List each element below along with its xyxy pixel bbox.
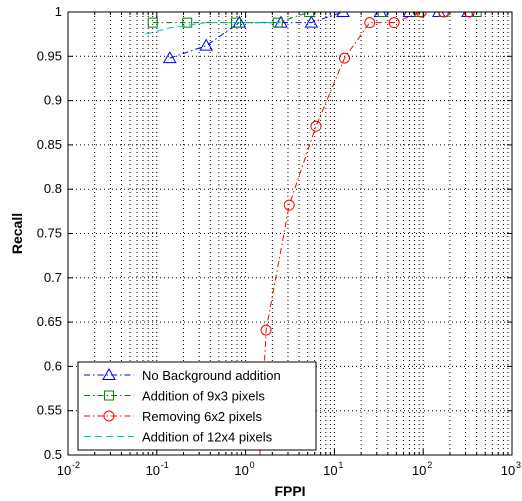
square-marker bbox=[231, 17, 242, 28]
square-marker bbox=[272, 17, 283, 28]
circle-marker bbox=[388, 17, 400, 29]
triangle-marker bbox=[199, 38, 214, 51]
circle-marker bbox=[339, 52, 351, 64]
x-tick-exponent: 2 bbox=[427, 460, 432, 470]
label-layer: FPPI Recall bbox=[9, 213, 306, 499]
x-tick-exponent: 3 bbox=[516, 460, 521, 470]
triangle-marker bbox=[402, 12, 417, 17]
series-4 bbox=[145, 22, 281, 35]
x-tick-exponent: 1 bbox=[338, 460, 343, 470]
y-tick-label: 0.8 bbox=[44, 181, 62, 196]
x-tick-label: 10 bbox=[501, 463, 515, 478]
x-tick-label: 10 bbox=[146, 463, 160, 478]
legend-label: Addition of 9x3 pixels bbox=[142, 389, 265, 404]
circle-marker bbox=[415, 12, 427, 18]
triangle-marker bbox=[162, 51, 177, 64]
circle-marker bbox=[283, 199, 295, 211]
y-tick-label: 1 bbox=[55, 4, 62, 19]
y-tick-label: 0.7 bbox=[44, 270, 62, 285]
legend: No Background addition Addition of 9x3 pi… bbox=[77, 361, 317, 451]
circle-marker bbox=[463, 12, 475, 18]
y-tick-label: 0.55 bbox=[37, 403, 62, 418]
circle-marker bbox=[364, 17, 376, 29]
legend-label: Removing 6x2 pixels bbox=[142, 409, 262, 424]
y-axis-label: Recall bbox=[9, 213, 25, 254]
circle-marker bbox=[310, 120, 322, 132]
series-3 bbox=[259, 12, 475, 455]
legend-label: No Background addition bbox=[142, 368, 281, 383]
series-line bbox=[169, 12, 469, 59]
y-tick-label: 0.5 bbox=[44, 447, 62, 462]
square-marker bbox=[304, 12, 315, 17]
square-marker bbox=[147, 17, 158, 28]
y-tick-label: 0.95 bbox=[37, 48, 62, 63]
x-tick-exponent: -1 bbox=[161, 460, 169, 470]
circle-marker bbox=[260, 324, 272, 336]
x-tick-label: 10 bbox=[412, 463, 426, 478]
square-marker bbox=[471, 12, 482, 17]
y-tick-label: 0.75 bbox=[37, 226, 62, 241]
triangle-marker bbox=[336, 12, 350, 17]
square-marker bbox=[182, 17, 193, 28]
x-tick-exponent: 0 bbox=[250, 460, 255, 470]
x-tick-label: 10 bbox=[234, 463, 248, 478]
triangle-marker bbox=[102, 367, 116, 380]
series-layer bbox=[145, 12, 482, 455]
y-tick-label: 0.6 bbox=[44, 358, 62, 373]
legend-label: Addition of 12x4 pixels bbox=[142, 430, 273, 445]
circle-marker bbox=[103, 410, 115, 422]
square-marker bbox=[377, 12, 388, 17]
legend-entry: No Background addition bbox=[84, 367, 281, 383]
legend-entry: Removing 6x2 pixels bbox=[84, 409, 262, 424]
legend-box bbox=[77, 361, 317, 451]
circle-marker bbox=[438, 12, 450, 18]
y-tick-label: 0.9 bbox=[44, 93, 62, 108]
y-tick-label: 0.65 bbox=[37, 314, 62, 329]
x-tick-label: 10 bbox=[323, 463, 337, 478]
y-tick-label: 0.85 bbox=[37, 137, 62, 152]
x-axis-label: FPPI bbox=[274, 483, 305, 499]
x-tick-label: 10 bbox=[57, 463, 71, 478]
legend-entry: Addition of 12x4 pixels bbox=[84, 430, 273, 445]
series-line bbox=[145, 22, 281, 35]
triangle-marker bbox=[304, 15, 319, 28]
x-tick-exponent: -2 bbox=[72, 460, 80, 470]
legend-entry: Addition of 9x3 pixels bbox=[84, 389, 265, 404]
square-marker bbox=[104, 390, 114, 401]
